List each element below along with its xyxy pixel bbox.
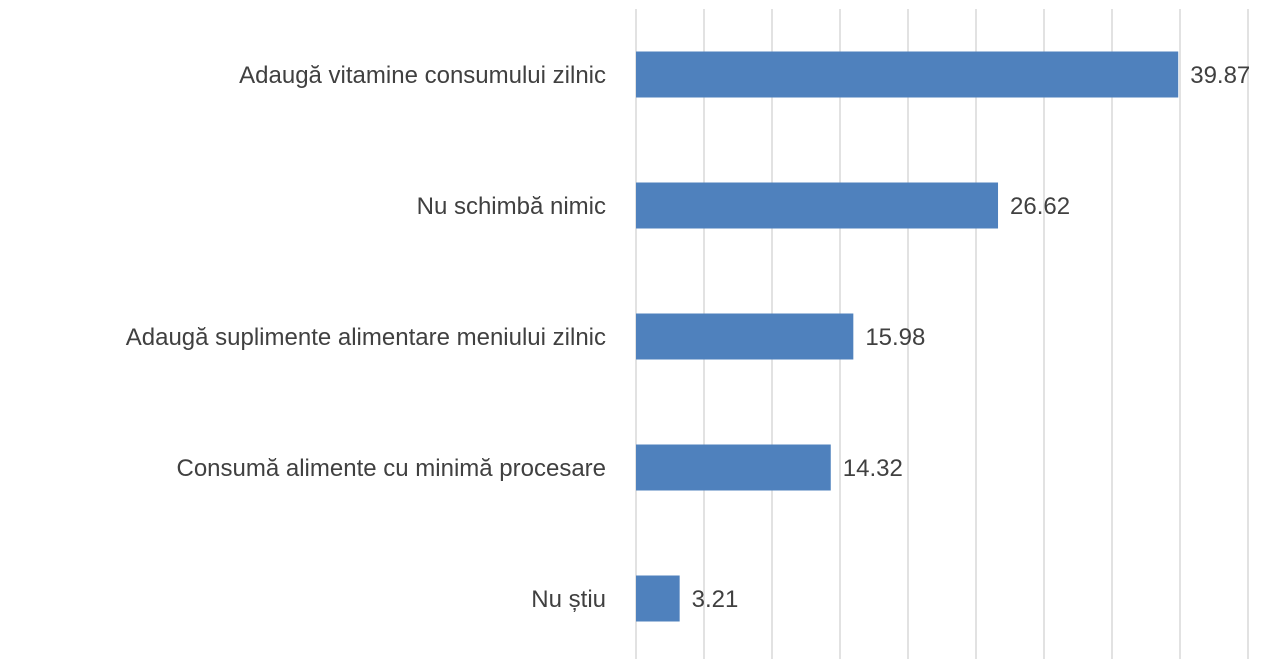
bar (636, 444, 831, 491)
bar (636, 51, 1179, 98)
y-tick-label: Adaugă vitamine consumului zilnic (239, 62, 606, 89)
y-tick-label: Nu știu (531, 586, 606, 613)
data-label: 3.21 (692, 586, 739, 613)
y-tick-label: Nu schimbă nimic (417, 193, 606, 220)
data-label: 15.98 (865, 324, 925, 351)
data-label: 26.62 (1010, 193, 1070, 220)
data-label: 14.32 (843, 455, 903, 482)
bar (636, 575, 680, 622)
y-tick-label: Consumă alimente cu minimă procesare (176, 455, 606, 482)
bar (636, 182, 999, 229)
bar (636, 313, 854, 360)
data-label: 39.87 (1190, 62, 1250, 89)
y-tick-label: Adaugă suplimente alimentare meniului zi… (126, 324, 606, 351)
